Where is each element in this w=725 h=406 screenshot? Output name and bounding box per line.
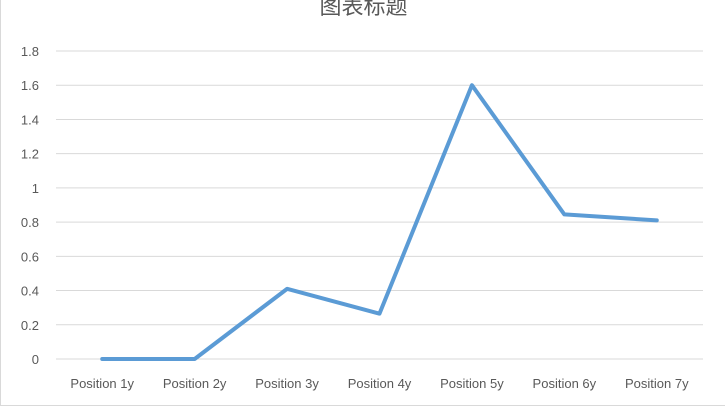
x-tick-label: Position 4y (348, 376, 412, 391)
x-tick-label: Position 2y (163, 376, 227, 391)
x-tick-label: Position 5y (440, 376, 504, 391)
gridlines (56, 50, 703, 360)
y-tick-label: 1 (32, 181, 39, 196)
x-axis-ticks: Position 1y Position 2y Position 3y Positio… (70, 376, 689, 391)
y-tick-label: 0.2 (21, 318, 39, 333)
y-tick-label: 1.6 (21, 78, 39, 93)
y-tick-label: 0.6 (21, 249, 39, 264)
y-tick-label: 1.4 (21, 112, 39, 127)
y-tick-label: 0 (32, 352, 39, 367)
series-layer (100, 83, 659, 361)
x-tick-label: Position 1y (70, 376, 134, 391)
y-axis-ticks: 0 0.2 0.4 0.6 0.8 1 1.2 1.4 1.6 1.8 (21, 44, 39, 367)
y-tick-label: 0.8 (21, 215, 39, 230)
y-tick-label: 1.8 (21, 44, 39, 59)
x-tick-label: Position 7y (625, 376, 689, 391)
y-tick-label: 0.4 (21, 284, 39, 299)
x-tick-label: Position 3y (255, 376, 319, 391)
x-tick-label: Position 6y (533, 376, 597, 391)
chart-title: 图表标题 (319, 0, 408, 20)
y-tick-label: 1.2 (21, 147, 39, 162)
